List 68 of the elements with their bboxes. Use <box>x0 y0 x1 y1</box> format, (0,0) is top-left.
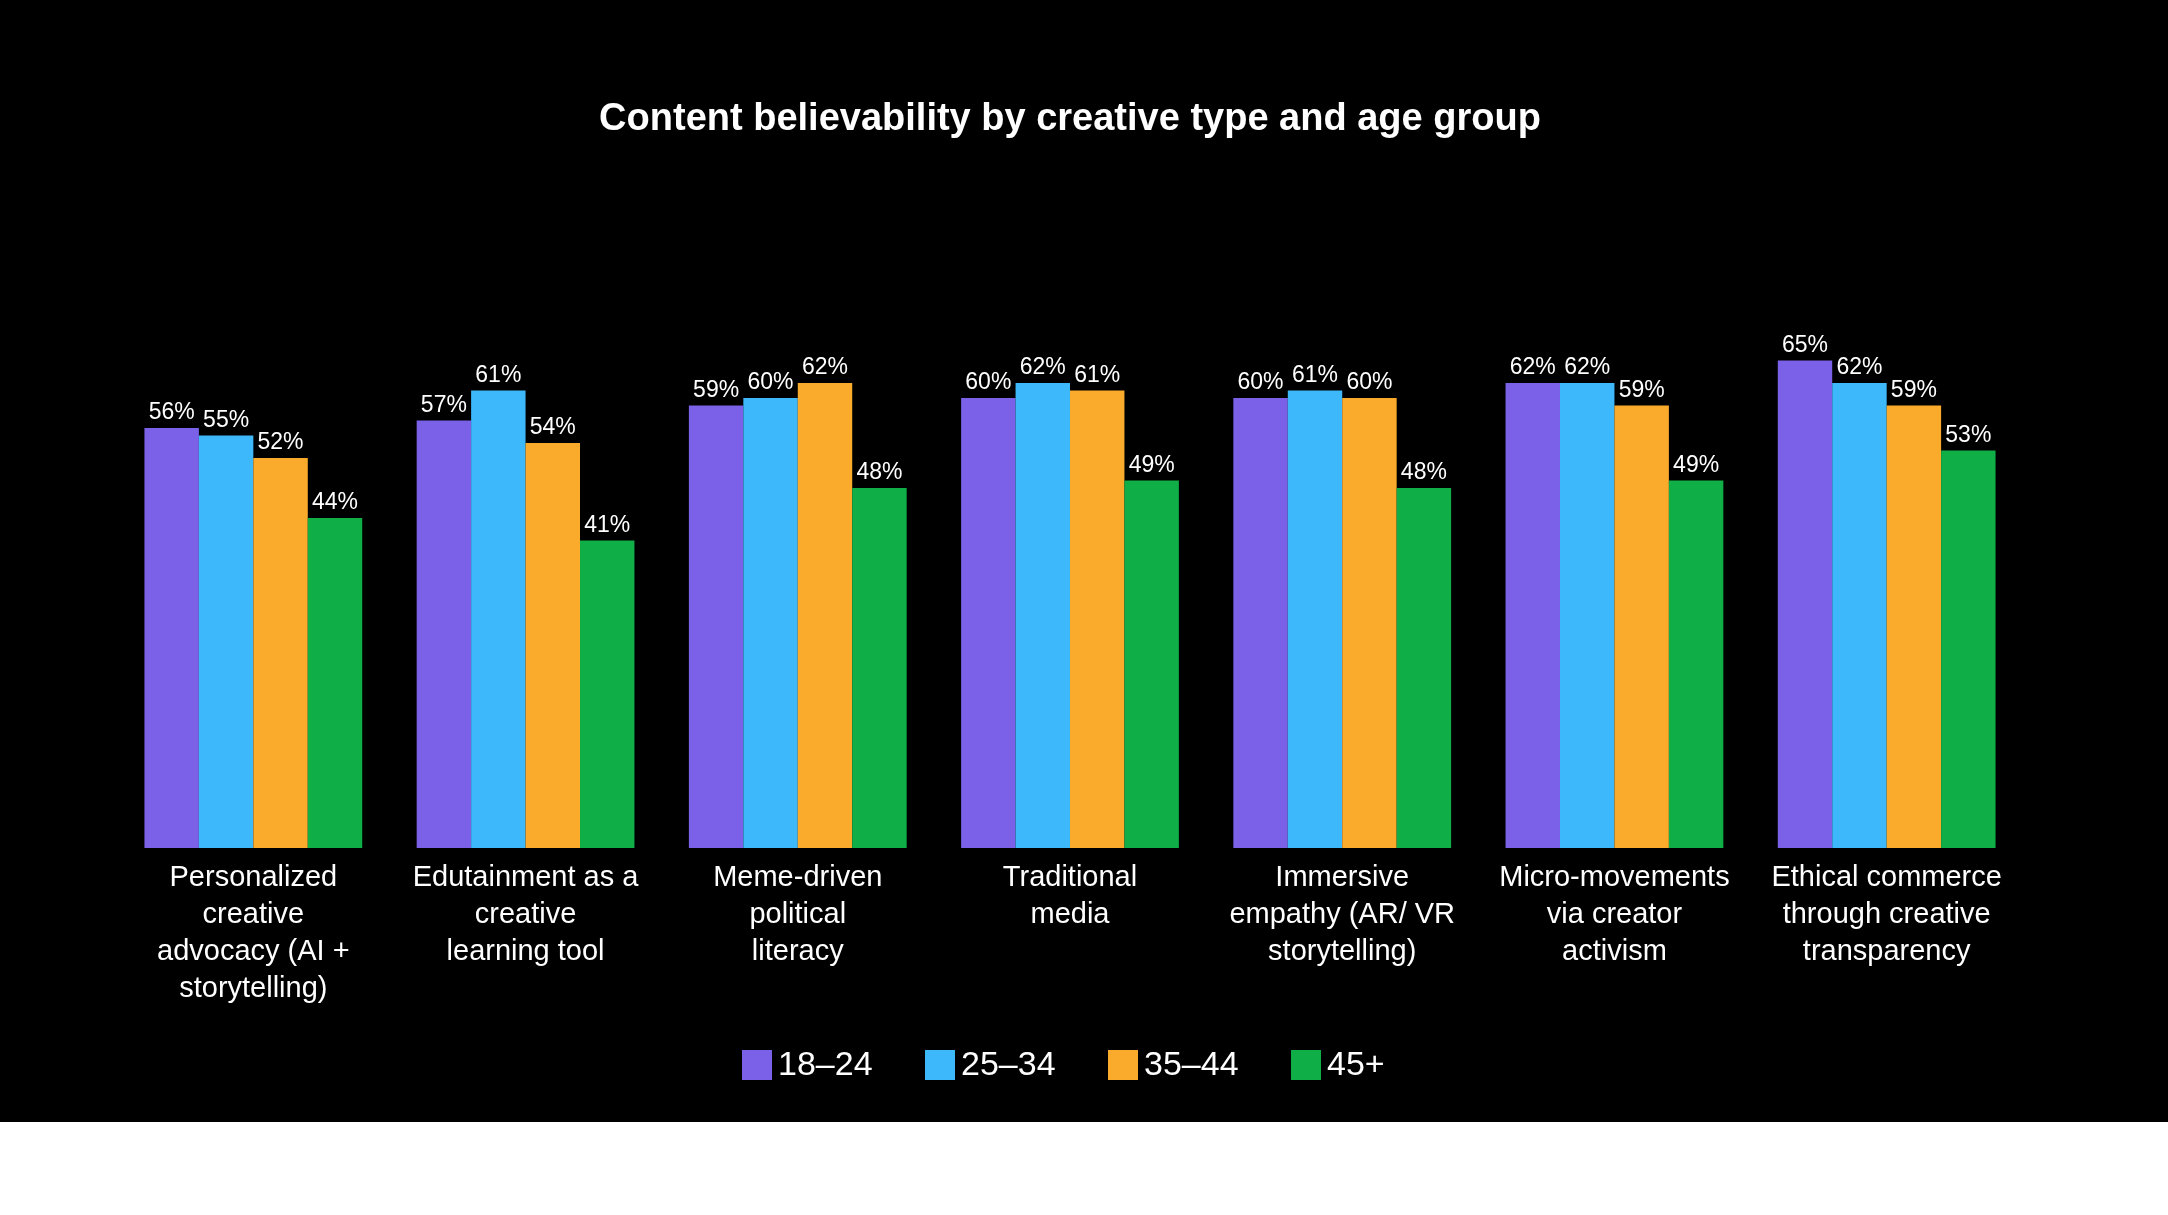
data-label: 44% <box>311 488 359 514</box>
data-label: 49% <box>1128 450 1175 477</box>
bar <box>525 443 580 848</box>
bar <box>1396 488 1452 848</box>
bar <box>580 540 635 848</box>
bar <box>1777 360 1833 848</box>
data-label: 60% <box>1237 368 1284 394</box>
legend-label: 45+ <box>1327 1044 1385 1082</box>
bar <box>416 420 472 848</box>
bar <box>1287 390 1343 848</box>
x-tick-label: Personalized creative advocacy (AI + storytelling) <box>157 859 350 1003</box>
bar <box>1505 383 1560 848</box>
data-label: 61% <box>475 360 522 387</box>
data-label: 62% <box>1509 353 1556 379</box>
bar <box>1342 398 1397 848</box>
bar <box>1941 450 1996 848</box>
bar <box>144 428 199 848</box>
data-label: 62% <box>801 353 849 379</box>
data-label: 59% <box>693 375 740 402</box>
legend-label: 18–24 <box>778 1044 873 1082</box>
bar <box>1070 390 1125 848</box>
data-label: 62% <box>1019 353 1066 379</box>
data-label: 60% <box>965 368 1012 394</box>
x-tick-label: Immersive empathy (AR/ VR storytelling) <box>1229 859 1456 966</box>
bar <box>797 383 853 848</box>
bar <box>307 518 363 848</box>
data-label: 61% <box>1291 360 1339 387</box>
chart-title: Content believability by creative type and age group <box>599 96 1541 138</box>
data-label: 56% <box>148 398 195 424</box>
data-label: 62% <box>1564 353 1611 379</box>
data-label: 57% <box>420 390 467 417</box>
bar <box>1015 383 1070 848</box>
bar <box>1614 405 1669 848</box>
bar <box>1124 480 1179 848</box>
legend-label: 25–34 <box>961 1044 1056 1082</box>
x-tick-label: Micro-movements via creator activism <box>1499 859 1730 966</box>
data-label: 61% <box>1074 360 1121 387</box>
data-label: 59% <box>1890 375 1937 402</box>
data-label: 60% <box>747 368 794 394</box>
bar <box>1668 480 1724 848</box>
legend-label: 35–44 <box>1144 1044 1239 1082</box>
bar <box>743 398 798 848</box>
x-tick-label: Meme-driven political literacy <box>713 859 883 966</box>
x-tick-label: Traditional media <box>1002 859 1138 929</box>
data-label: 60% <box>1346 368 1393 394</box>
data-label: 49% <box>1673 450 1720 477</box>
data-label: 41% <box>584 510 631 537</box>
x-tick-label: Edutainment as a creative learning tool <box>412 859 640 966</box>
bar <box>688 405 744 848</box>
bar <box>961 398 1016 848</box>
bar <box>852 488 907 848</box>
bar <box>198 435 254 848</box>
bar <box>1233 398 1288 848</box>
bar <box>1560 383 1615 848</box>
bar <box>1886 405 1942 848</box>
bar <box>1832 383 1887 848</box>
data-label: 65% <box>1781 330 1829 357</box>
x-tick-label: Ethical commerce through creative transparency <box>1771 859 2002 966</box>
data-label: 55% <box>203 405 250 432</box>
data-label: 54% <box>529 413 576 439</box>
bar <box>253 458 308 848</box>
data-label: 53% <box>1945 420 1992 447</box>
data-label: 52% <box>257 428 304 454</box>
data-label: 48% <box>1400 458 1447 484</box>
data-label: 62% <box>1836 353 1883 379</box>
bar <box>471 390 526 848</box>
data-label: 48% <box>856 458 903 484</box>
data-label: 59% <box>1618 375 1665 402</box>
